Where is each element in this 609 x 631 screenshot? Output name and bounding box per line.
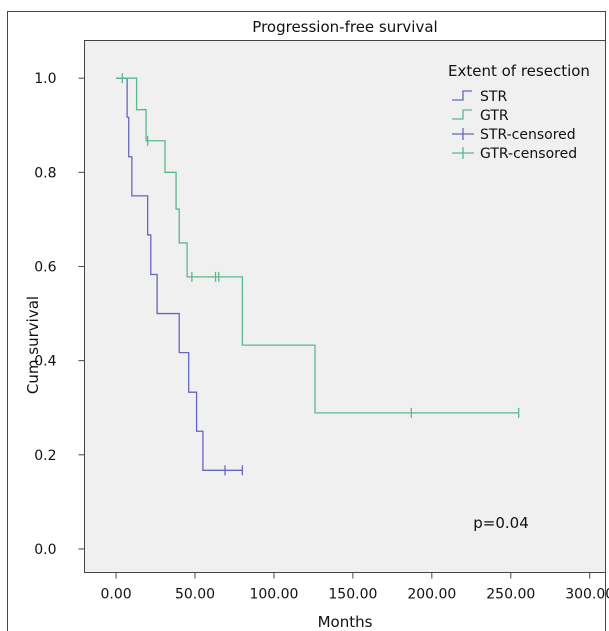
y-tick-label: 0.6 (34, 259, 56, 275)
series-line-gtr (116, 77, 519, 414)
y-tick-label: 0.8 (34, 165, 56, 181)
legend-label: GTR (480, 108, 509, 124)
legend-label: GTR-censored (480, 146, 577, 162)
censor-layer (121, 73, 520, 476)
x-axis: 0.00 50.00 100.00 150.00 200.00 250.00 300.00 (100, 572, 609, 603)
x-axis-label: Months (318, 613, 373, 631)
x-tick-label: 0.00 (100, 587, 131, 603)
y-tick-label: 0.2 (34, 448, 56, 464)
y-axis: 0.0 0.2 0.4 0.6 0.8 1.0 (34, 71, 85, 558)
chart-title: Progression-free survival (252, 18, 437, 36)
x-tick-label: 200.00 (407, 587, 456, 603)
plot-area (84, 40, 606, 573)
y-tick-label: 0.4 (34, 354, 56, 370)
legend-swatch-step (452, 90, 472, 101)
series-line-str (116, 77, 243, 471)
x-tick-label: 150.00 (328, 587, 377, 603)
series-layer (116, 77, 519, 471)
y-tick-label: 1.0 (34, 71, 56, 87)
legend-title: Extent of resection (448, 62, 590, 80)
legend-label: STR (480, 89, 507, 105)
y-tick-label: 0.0 (34, 542, 56, 558)
x-tick-label: 100.00 (249, 587, 298, 603)
x-tick-label: 50.00 (175, 587, 215, 603)
legend: Extent of resection STR GTR STR-censored GT… (448, 62, 590, 162)
legend-label: STR-censored (480, 127, 576, 143)
legend-swatch-step (452, 109, 472, 120)
x-tick-label: 250.00 (486, 587, 535, 603)
x-tick-label: 300.00 (565, 587, 609, 603)
p-value-annotation: p=0.04 (473, 514, 529, 532)
y-axis-label: Cum survival (24, 296, 42, 394)
